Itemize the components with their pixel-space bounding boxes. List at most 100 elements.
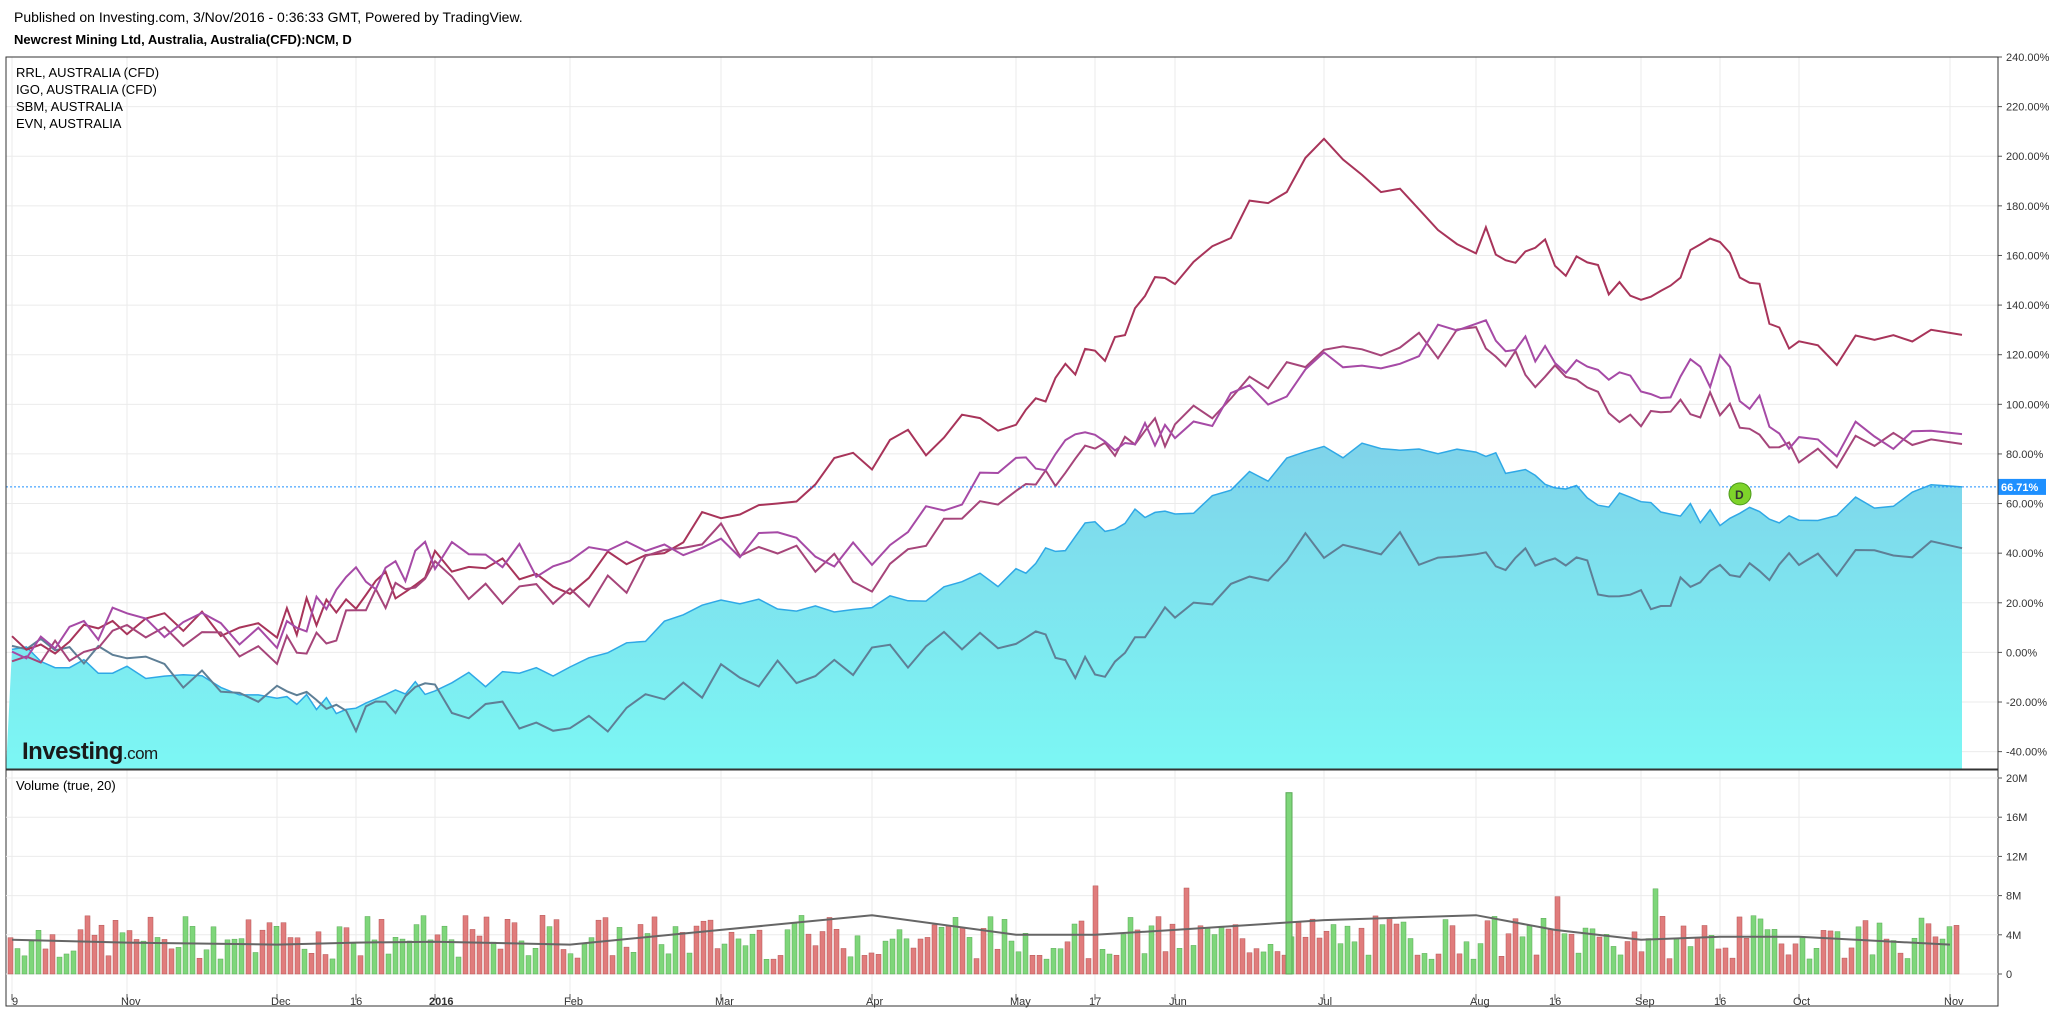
volume-bar (1533, 954, 1540, 975)
volume-bar (1169, 923, 1176, 975)
volume-pane-title: Volume (true, 20) (16, 778, 116, 793)
volume-bar (1106, 953, 1113, 975)
volume-bar (756, 929, 763, 975)
volume-bar (679, 932, 686, 975)
volume-bar (1729, 957, 1736, 975)
volume-bar (154, 937, 161, 975)
volume-bar (1715, 948, 1722, 975)
volume-bar (1267, 944, 1274, 975)
volume-bar (861, 955, 868, 975)
x-tick-label: 2016 (429, 996, 453, 1008)
volume-bar (1498, 956, 1505, 975)
volume-bar (1442, 919, 1449, 975)
volume-bar (273, 926, 280, 975)
volume-bar (931, 924, 938, 975)
volume-bar (287, 937, 294, 975)
evn-line (11, 530, 1963, 734)
last-price-tag (1998, 478, 2046, 495)
volume-bar (1582, 927, 1589, 975)
volume-bar (434, 934, 441, 975)
legend: RRL, AUSTRALIA (CFD) IGO, AUSTRALIA (CFD… (16, 64, 159, 132)
volume-bar (182, 916, 189, 975)
volume-bar (266, 922, 273, 975)
volume-bar (231, 938, 238, 975)
volume-bar (595, 919, 602, 975)
volume-bar (910, 947, 917, 975)
volume-bar (686, 952, 693, 975)
volume-bar (882, 940, 889, 975)
volume-bar (1078, 920, 1085, 975)
igo-line (11, 319, 1963, 660)
volume-bar (1386, 918, 1393, 975)
volume-bar (1141, 953, 1148, 975)
volume-pane-border (5, 769, 1999, 1007)
x-tick-label: Dec (271, 996, 291, 1008)
volume-bar (1232, 924, 1239, 975)
volume-bar (574, 957, 581, 975)
volume-bar (1246, 952, 1253, 975)
volume-bar (1400, 921, 1407, 975)
volume-bar (1624, 941, 1631, 975)
volume-bar (1190, 945, 1197, 975)
investing-logo: Investing.com (22, 738, 158, 765)
volume-bar (1470, 958, 1477, 975)
volume-bar (1554, 896, 1561, 975)
volume-bar (1085, 958, 1092, 975)
volume-bar (1589, 928, 1596, 975)
volume-bar (1687, 946, 1694, 975)
volume-bar (525, 955, 532, 975)
volume-bar (294, 937, 301, 975)
volume-bar (1610, 946, 1617, 975)
volume-bar (854, 935, 861, 975)
volume-bar (1813, 948, 1820, 975)
volume-bar (1701, 925, 1708, 975)
volume-bar (308, 953, 315, 975)
volume-bar (609, 955, 616, 975)
volume-bar (455, 956, 462, 975)
volume-bar (1015, 951, 1022, 975)
volume-bar (385, 953, 392, 975)
volume-bar (1176, 948, 1183, 975)
legend-item-sbm[interactable]: SBM, AUSTRALIA (16, 99, 123, 114)
y-tick-label: 100.00% (2006, 399, 2050, 411)
volume-bar (252, 952, 259, 975)
volume-bar (1365, 954, 1372, 975)
volume-peak-bar (1285, 792, 1293, 975)
volume-bar (1099, 949, 1106, 975)
volume-bar (315, 931, 322, 975)
volume-bar (1358, 927, 1365, 975)
volume-bar (637, 924, 644, 975)
volume-bar (1491, 916, 1498, 975)
y-tick-label: -40.00% (2006, 747, 2047, 759)
legend-item-rrl[interactable]: RRL, AUSTRALIA (CFD) (16, 65, 160, 80)
volume-bar (336, 926, 343, 975)
volume-bar (840, 948, 847, 975)
volume-bar (406, 940, 413, 975)
volume-bar (735, 938, 742, 975)
legend-item-evn[interactable]: EVN, AUSTRALIA (16, 116, 122, 131)
volume-bar (329, 958, 336, 975)
legend-item-igo[interactable]: IGO, AUSTRALIA (CFD) (16, 82, 157, 97)
volume-bar (1330, 924, 1337, 975)
vol-y-tick-label: 0 (2006, 969, 2012, 981)
volume-bar (42, 948, 49, 975)
volume-bar (301, 948, 308, 975)
volume-bar (924, 937, 931, 975)
volume-bar (56, 956, 63, 975)
volume-bar (1225, 928, 1232, 975)
volume-bar (238, 938, 245, 975)
volume-bar (1764, 929, 1771, 975)
last-price-label: 66.71% (2001, 482, 2039, 494)
volume-bar (518, 940, 525, 975)
y-tick-label: 80.00% (2006, 449, 2044, 461)
volume-bar (1092, 885, 1099, 975)
volume-bar (1561, 933, 1568, 975)
volume-bar (1351, 941, 1358, 975)
volume-bar (833, 928, 840, 975)
volume-bar (1743, 938, 1750, 975)
volume-bar (1834, 931, 1841, 975)
volume-bar (1736, 916, 1743, 975)
volume-bar (721, 943, 728, 975)
volume-bar (1239, 938, 1246, 975)
